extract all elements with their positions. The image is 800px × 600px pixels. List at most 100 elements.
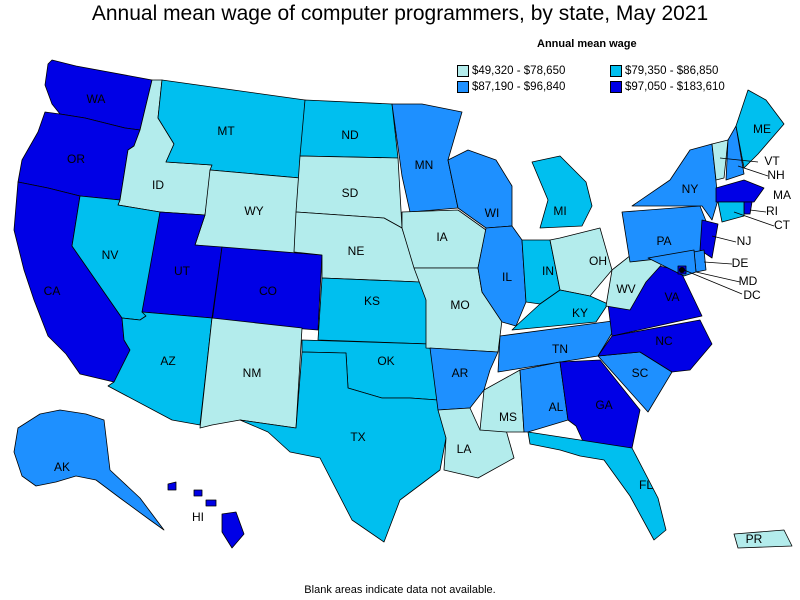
state-label-fl: FL — [639, 478, 653, 492]
state-label-mt: MT — [217, 124, 235, 138]
state-label-ar: AR — [452, 366, 469, 380]
state-label-md: MD — [739, 274, 758, 288]
state-hi — [221, 511, 245, 549]
state-co — [211, 246, 323, 331]
state-fl — [527, 431, 667, 541]
dc-marker — [679, 267, 685, 273]
state-label-ut: UT — [174, 264, 191, 278]
state-label-ga: GA — [595, 398, 612, 412]
state-label-nd: ND — [341, 128, 359, 142]
state-label-nj: NJ — [737, 234, 752, 248]
state-label-wy: WY — [244, 204, 263, 218]
state-label-hi: HI — [192, 510, 204, 524]
legend-swatch-3 — [457, 81, 469, 93]
state-label-nm: NM — [243, 366, 262, 380]
state-label-ms: MS — [499, 410, 517, 424]
state-nj — [699, 219, 719, 259]
state-label-ia: IA — [436, 230, 447, 244]
state-label-de: DE — [732, 256, 749, 270]
state-la — [437, 407, 515, 479]
state-ri — [743, 201, 753, 215]
state-label-ca: CA — [44, 284, 61, 298]
state-label-ri: RI — [766, 204, 778, 218]
state-label-ky: KY — [572, 306, 588, 320]
map-title: Annual mean wage of computer programmers… — [91, 2, 709, 25]
legend-swatch-1 — [457, 65, 469, 77]
state-label-ne: NE — [348, 244, 365, 258]
state-label-sc: SC — [632, 366, 649, 380]
state-hi-island-1 — [167, 481, 177, 491]
state-nc — [597, 319, 713, 373]
leader-nj — [711, 235, 737, 243]
state-ak — [13, 409, 165, 531]
state-label-sd: SD — [342, 186, 359, 200]
state-label-ma: MA — [773, 188, 791, 202]
state-label-ak: AK — [54, 460, 70, 474]
state-label-wa: WA — [87, 92, 106, 106]
state-label-wv: WV — [616, 282, 635, 296]
state-label-az: AZ — [160, 354, 175, 368]
state-label-or: OR — [67, 152, 85, 166]
state-label-mi: MI — [553, 204, 566, 218]
legend-swatch-2 — [610, 65, 622, 77]
state-pr — [733, 529, 793, 549]
legend-label-4: $97,050 - $183,610 — [625, 81, 725, 93]
state-label-il: IL — [502, 270, 512, 284]
state-ky — [511, 289, 609, 331]
leader-md — [695, 271, 741, 283]
state-vt — [711, 139, 729, 181]
state-ma — [715, 179, 765, 203]
state-hi-island-3 — [205, 499, 217, 507]
footnote: Blank areas indicate data not available. — [304, 584, 496, 596]
state-label-ny: NY — [682, 182, 699, 196]
state-label-nc: NC — [655, 334, 673, 348]
state-label-me: ME — [753, 122, 771, 136]
state-az — [107, 311, 213, 426]
state-label-tn: TN — [552, 342, 568, 356]
state-ms — [479, 369, 525, 433]
leader-vt — [719, 157, 759, 163]
states-layer — [13, 59, 793, 549]
state-label-la: LA — [457, 442, 472, 456]
state-label-wi: WI — [485, 206, 500, 220]
state-label-dc: DC — [743, 288, 761, 302]
labels-layer: WA OR CA ID NV MT WY UT AZ CO NM ND SD NE KS OK TX MN IA MO… — [44, 92, 791, 546]
state-label-pa: PA — [656, 234, 671, 248]
legend-item-3: $87,190 - $96,840 — [457, 81, 565, 93]
legend-label-1: $49,320 - $78,650 — [472, 65, 566, 77]
state-ct — [717, 201, 745, 223]
state-label-nv: NV — [102, 248, 119, 262]
state-label-pr: PR — [746, 532, 763, 546]
legend-title: Annual mean wage — [537, 38, 637, 50]
state-al — [519, 361, 569, 433]
state-label-in: IN — [542, 264, 554, 278]
state-label-ks: KS — [364, 294, 380, 308]
leader-dc — [683, 269, 743, 295]
state-label-vt: VT — [764, 154, 780, 168]
state-label-va: VA — [664, 290, 679, 304]
state-label-nh: NH — [767, 168, 784, 182]
state-hi-island-2 — [193, 489, 203, 497]
state-label-tx: TX — [350, 430, 365, 444]
leader-ct — [733, 211, 775, 227]
state-label-al: AL — [549, 400, 564, 414]
legend-item-1: $49,320 - $78,650 — [457, 65, 565, 77]
state-label-ok: OK — [377, 354, 394, 368]
legend-item-4: $97,050 - $183,610 — [610, 81, 725, 93]
legend-label-3: $87,190 - $96,840 — [472, 81, 566, 93]
legend-item-2: $79,350 - $86,850 — [610, 65, 718, 77]
legend-swatch-4 — [610, 81, 622, 93]
legend-label-2: $79,350 - $86,850 — [625, 65, 719, 77]
state-ks — [317, 277, 431, 345]
state-tx — [239, 351, 447, 543]
state-label-mn: MN — [415, 158, 434, 172]
leader-ri — [749, 209, 767, 213]
state-label-mo: MO — [450, 298, 469, 312]
leader-de — [703, 261, 733, 265]
leader-nh — [737, 165, 769, 177]
state-label-ct: CT — [774, 218, 791, 232]
state-label-co: CO — [259, 284, 277, 298]
state-label-oh: OH — [589, 254, 607, 268]
state-mi — [531, 155, 593, 229]
